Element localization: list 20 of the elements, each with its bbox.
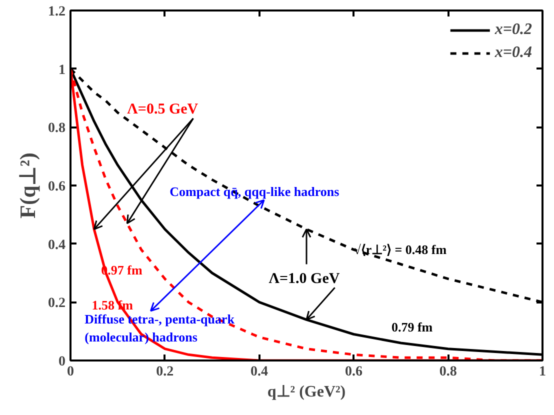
x-tick-label: 0.4 [250, 364, 268, 380]
y-tick-label: 0.8 [48, 121, 66, 136]
x-tick-label: 0.8 [439, 364, 457, 380]
y-axis-title: F(q⊥²) [15, 152, 40, 218]
y-tick-label: 0.2 [48, 296, 66, 312]
legend-label: x=0.2 [494, 21, 532, 39]
x-tick-label: 0.6 [344, 364, 362, 380]
annotation: Λ=0.5 GeV [127, 102, 198, 118]
legend-label: x=0.4 [494, 44, 532, 62]
y-tick-label: 1 [58, 62, 66, 78]
annotation: Λ=1.0 GeV [268, 270, 340, 287]
y-tick-label: 0 [58, 354, 66, 370]
x-axis-title: q⊥² (GeV²) [267, 384, 346, 400]
y-tick-label: 1.2 [48, 4, 66, 20]
y-tick-label: 0.4 [48, 238, 66, 253]
annotation: Compact qq̄, qqq-like hadrons [170, 184, 340, 199]
annotation: 0.79 fm [391, 319, 433, 334]
y-tick-label: 0.6 [48, 180, 66, 194]
x-tick-label: 0.2 [156, 364, 174, 380]
x-tick-label: 1 [539, 364, 546, 380]
